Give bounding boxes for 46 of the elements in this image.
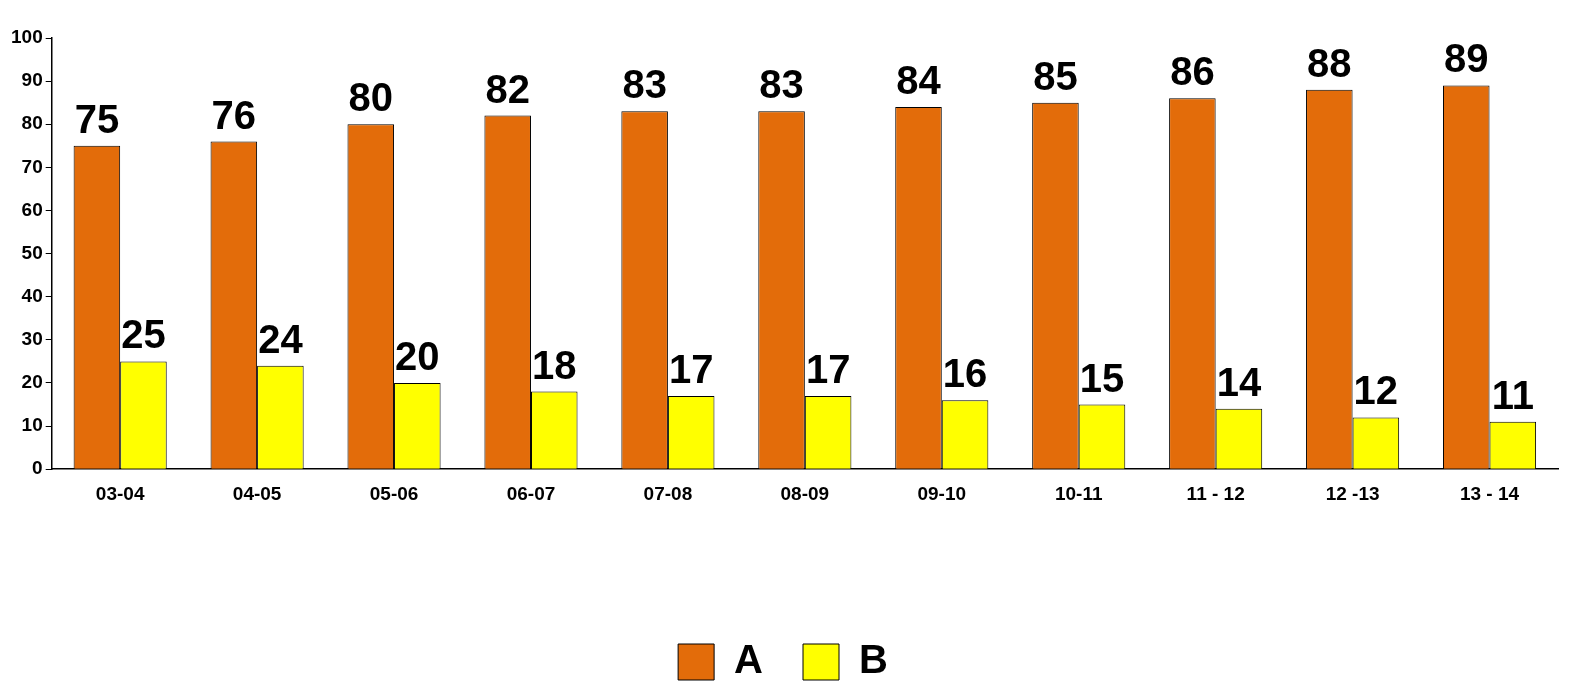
y-tick-label: 90 [21,69,43,91]
legend-label: B [859,637,888,682]
x-tick-label: 11 - 12 [1186,482,1245,504]
data-label: 20 [395,333,440,378]
y-tick-label: 0 [32,457,43,479]
x-tick-label: 06-07 [506,482,556,504]
y-tick-label: 10 [21,414,43,436]
data-label: 17 [668,346,714,391]
data-label: 83 [759,62,804,107]
y-tick-label: 70 [21,155,43,177]
data-label: 12 [1353,368,1399,413]
y-tick-label: 60 [21,198,43,220]
y-tick-label: 100 [11,26,43,48]
y-tick-label: 20 [21,371,43,393]
data-label: 82 [485,66,530,111]
x-tick-label: 08-09 [780,482,830,504]
data-label: 14 [1216,359,1262,404]
data-label: 86 [1170,49,1215,94]
data-label: 75 [74,96,120,141]
data-label: 76 [211,92,257,137]
data-label: 89 [1444,36,1489,81]
x-tick-label: 10-11 [1054,482,1103,504]
data-label: 15 [1079,355,1125,400]
data-label: 80 [348,75,394,120]
data-label: 84 [896,58,942,103]
x-tick-label: 07-08 [643,482,693,504]
y-tick-label: 50 [21,241,43,263]
x-tick-label: 04-05 [232,482,282,504]
x-tick-label: 03-04 [95,482,145,504]
x-tick-label: 09-10 [917,482,967,504]
data-label: 83 [622,62,667,107]
data-label: 11 [1491,372,1534,417]
y-tick-label: 30 [21,328,43,350]
data-label: 85 [1033,53,1078,98]
y-tick-label: 80 [21,112,43,134]
data-label: 18 [532,342,577,387]
x-tick-label: 12 -13 [1325,482,1380,504]
legend-label: A [734,637,763,682]
data-label: 24 [258,316,304,361]
x-tick-label: 13 - 14 [1459,482,1520,504]
data-label: 16 [942,351,988,396]
data-label: 17 [805,346,851,391]
data-label: 88 [1307,40,1352,85]
x-tick-label: 05-06 [369,482,419,504]
y-tick-label: 40 [21,284,43,306]
data-label: 25 [121,312,166,357]
